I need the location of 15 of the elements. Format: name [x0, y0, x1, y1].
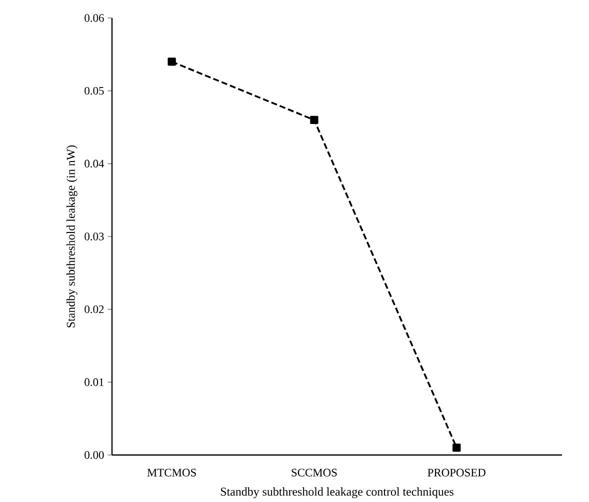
point	[452, 444, 461, 452]
y-tick-label: 0.02	[84, 306, 104, 314]
y-tick-label: 0.04	[84, 160, 104, 168]
y-tick-label: 0.03	[84, 232, 104, 241]
point	[168, 58, 176, 66]
x-tick-label: MTCMOS	[147, 469, 196, 477]
y-tick-label: 0.01	[84, 378, 104, 386]
x-axis-title: Standby subthreshold leakage control techniques	[220, 488, 454, 498]
x-tick-label: PROPOSED	[428, 469, 486, 477]
y-tick-label: 0.00	[84, 451, 104, 460]
y-tick-label: 0.05	[84, 87, 104, 95]
x-tick-label: SCCMOS	[292, 469, 337, 477]
point	[310, 116, 318, 124]
y-axis-title: Standby subthreshold leakage (in nW)	[66, 146, 78, 328]
y-tick-label: 0.06	[84, 14, 104, 22]
